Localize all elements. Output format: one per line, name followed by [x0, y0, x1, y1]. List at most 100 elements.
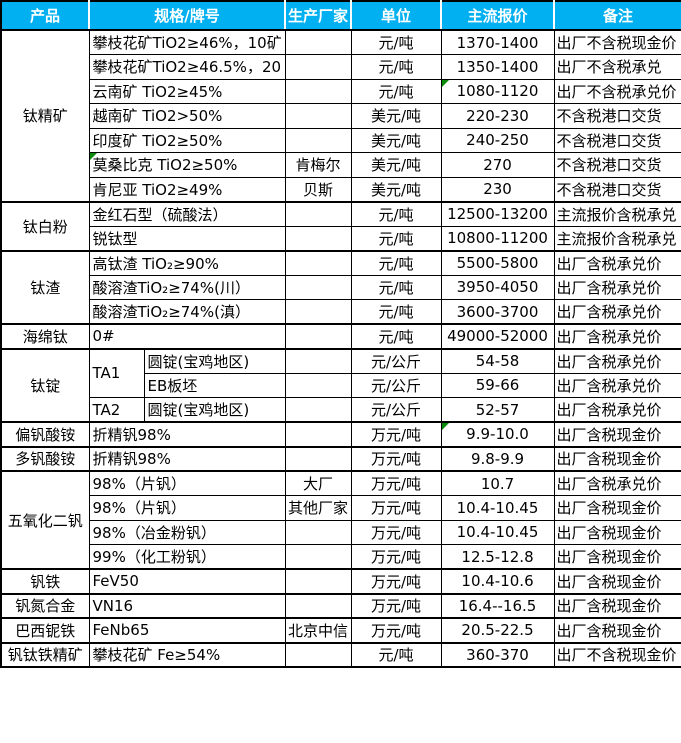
- note-cell[interactable]: 出厂含税承兑价: [553, 470, 681, 496]
- maker-cell[interactable]: [284, 54, 352, 80]
- unit-cell[interactable]: 美元/吨: [350, 127, 442, 153]
- note-cell[interactable]: 出厂含税承兑价: [553, 299, 681, 325]
- note-cell[interactable]: 不含税港口交货: [553, 127, 681, 153]
- maker-cell[interactable]: 北京中信: [284, 617, 352, 643]
- unit-cell[interactable]: 元/吨: [350, 641, 442, 668]
- price-cell[interactable]: 10.4-10.45: [440, 519, 555, 545]
- note-cell[interactable]: 主流报价含税承兑: [553, 225, 681, 251]
- price-cell[interactable]: 5500-5800: [440, 249, 555, 276]
- product-cell[interactable]: 钒钛铁精矿: [0, 641, 90, 668]
- price-cell[interactable]: 9.8-9.9: [440, 445, 555, 472]
- unit-cell[interactable]: 元/吨: [350, 200, 442, 227]
- unit-cell[interactable]: 美元/吨: [350, 152, 442, 178]
- maker-cell[interactable]: [284, 103, 352, 129]
- note-cell[interactable]: 出厂含税承兑价: [553, 274, 681, 300]
- note-cell[interactable]: 出厂含税现金价: [553, 495, 681, 521]
- unit-cell[interactable]: 万元/吨: [350, 617, 442, 643]
- price-cell[interactable]: 52-57: [440, 397, 555, 423]
- grade-cell[interactable]: TA2: [88, 397, 145, 423]
- maker-cell[interactable]: [284, 347, 352, 374]
- price-cell[interactable]: 54-58: [440, 347, 555, 374]
- note-cell[interactable]: 出厂不含税承兑: [553, 54, 681, 80]
- note-cell[interactable]: 出厂含税承兑价: [553, 372, 681, 398]
- price-cell[interactable]: 1080-1120: [440, 78, 555, 104]
- maker-cell[interactable]: [284, 421, 352, 447]
- note-cell[interactable]: 出厂含税现金价: [553, 519, 681, 545]
- product-cell[interactable]: 钛锭: [0, 347, 90, 423]
- spec-cell[interactable]: 越南矿 TiO2>50%: [88, 103, 286, 129]
- spec-cell[interactable]: 折精钒98%: [88, 421, 286, 447]
- spec-cell[interactable]: VN16: [88, 592, 286, 619]
- product-cell[interactable]: 钛精矿: [0, 29, 90, 202]
- note-cell[interactable]: 出厂不含税现金价: [553, 29, 681, 55]
- unit-cell[interactable]: 元/吨: [350, 29, 442, 55]
- maker-cell[interactable]: [284, 568, 352, 594]
- maker-cell[interactable]: [284, 323, 352, 349]
- price-cell[interactable]: 3600-3700: [440, 299, 555, 325]
- spec-cell[interactable]: 高钛渣 TiO₂≥90%: [88, 249, 286, 276]
- price-cell[interactable]: 10.7: [440, 470, 555, 496]
- note-cell[interactable]: 出厂含税现金价: [553, 544, 681, 570]
- unit-cell[interactable]: 元/公斤: [350, 397, 442, 423]
- note-cell[interactable]: 出厂含税现金价: [553, 592, 681, 619]
- price-cell[interactable]: 59-66: [440, 372, 555, 398]
- spec-cell[interactable]: 0#: [88, 323, 286, 349]
- spec-cell[interactable]: 折精钒98%: [88, 445, 286, 472]
- unit-cell[interactable]: 万元/吨: [350, 568, 442, 594]
- maker-cell[interactable]: [284, 29, 352, 55]
- product-cell[interactable]: 偏钒酸铵: [0, 421, 90, 447]
- note-cell[interactable]: 出厂不含税承兑价: [553, 78, 681, 104]
- note-cell[interactable]: 出厂含税承兑价: [553, 397, 681, 423]
- maker-cell[interactable]: [284, 372, 352, 398]
- column-header-price[interactable]: 主流报价: [440, 0, 555, 31]
- note-cell[interactable]: 出厂含税承兑价: [553, 323, 681, 349]
- spec-cell[interactable]: 98%（片钒）: [88, 495, 286, 521]
- spec-cell[interactable]: 98%（冶金粉钒）: [88, 519, 286, 545]
- price-cell[interactable]: 1370-1400: [440, 29, 555, 55]
- unit-cell[interactable]: 万元/吨: [350, 421, 442, 447]
- product-cell[interactable]: 五氧化二钒: [0, 470, 90, 570]
- maker-cell[interactable]: [284, 249, 352, 276]
- maker-cell[interactable]: [284, 397, 352, 423]
- product-cell[interactable]: 巴西铌铁: [0, 617, 90, 643]
- grade-cell[interactable]: TA1: [88, 347, 145, 398]
- maker-cell[interactable]: [284, 200, 352, 227]
- unit-cell[interactable]: 美元/吨: [350, 103, 442, 129]
- unit-cell[interactable]: 万元/吨: [350, 519, 442, 545]
- maker-cell[interactable]: [284, 274, 352, 300]
- price-cell[interactable]: 9.9-10.0: [440, 421, 555, 447]
- price-cell[interactable]: 49000-52000: [440, 323, 555, 349]
- note-cell[interactable]: 出厂含税承兑价: [553, 249, 681, 276]
- spec-cell[interactable]: 98%（片钒）: [88, 470, 286, 496]
- spec-cell[interactable]: 圆锭(宝鸡地区): [143, 397, 286, 423]
- price-cell[interactable]: 360-370: [440, 641, 555, 668]
- maker-cell[interactable]: [284, 445, 352, 472]
- column-header-note[interactable]: 备注: [553, 0, 681, 31]
- maker-cell[interactable]: 大厂: [284, 470, 352, 496]
- maker-cell[interactable]: [284, 544, 352, 570]
- spec-cell[interactable]: 印度矿 TiO2≥50%: [88, 127, 286, 153]
- unit-cell[interactable]: 元/吨: [350, 78, 442, 104]
- unit-cell[interactable]: 万元/吨: [350, 445, 442, 472]
- note-cell[interactable]: 不含税港口交货: [553, 152, 681, 178]
- unit-cell[interactable]: 万元/吨: [350, 495, 442, 521]
- spec-cell[interactable]: 金红石型（硫酸法）: [88, 200, 286, 227]
- product-cell[interactable]: 多钒酸铵: [0, 445, 90, 472]
- price-cell[interactable]: 10800-11200: [440, 225, 555, 251]
- maker-cell[interactable]: [284, 641, 352, 668]
- price-cell[interactable]: 10.4-10.45: [440, 495, 555, 521]
- maker-cell[interactable]: [284, 519, 352, 545]
- unit-cell[interactable]: 元/吨: [350, 225, 442, 251]
- spec-cell[interactable]: 攀枝花矿TiO2≥46%，10矿: [88, 29, 286, 55]
- spec-cell[interactable]: 酸溶渣TiO₂≥74%(滇）: [88, 299, 286, 325]
- maker-cell[interactable]: 贝斯: [284, 176, 352, 202]
- spec-cell[interactable]: 莫桑比克 TiO2≥50%: [88, 152, 286, 178]
- unit-cell[interactable]: 元/吨: [350, 54, 442, 80]
- note-cell[interactable]: 不含税港口交货: [553, 176, 681, 202]
- spec-cell[interactable]: FeNb65: [88, 617, 286, 643]
- unit-cell[interactable]: 元/吨: [350, 249, 442, 276]
- price-cell[interactable]: 12.5-12.8: [440, 544, 555, 570]
- column-header-unit[interactable]: 单位: [350, 0, 442, 31]
- price-cell[interactable]: 20.5-22.5: [440, 617, 555, 643]
- unit-cell[interactable]: 元/吨: [350, 323, 442, 349]
